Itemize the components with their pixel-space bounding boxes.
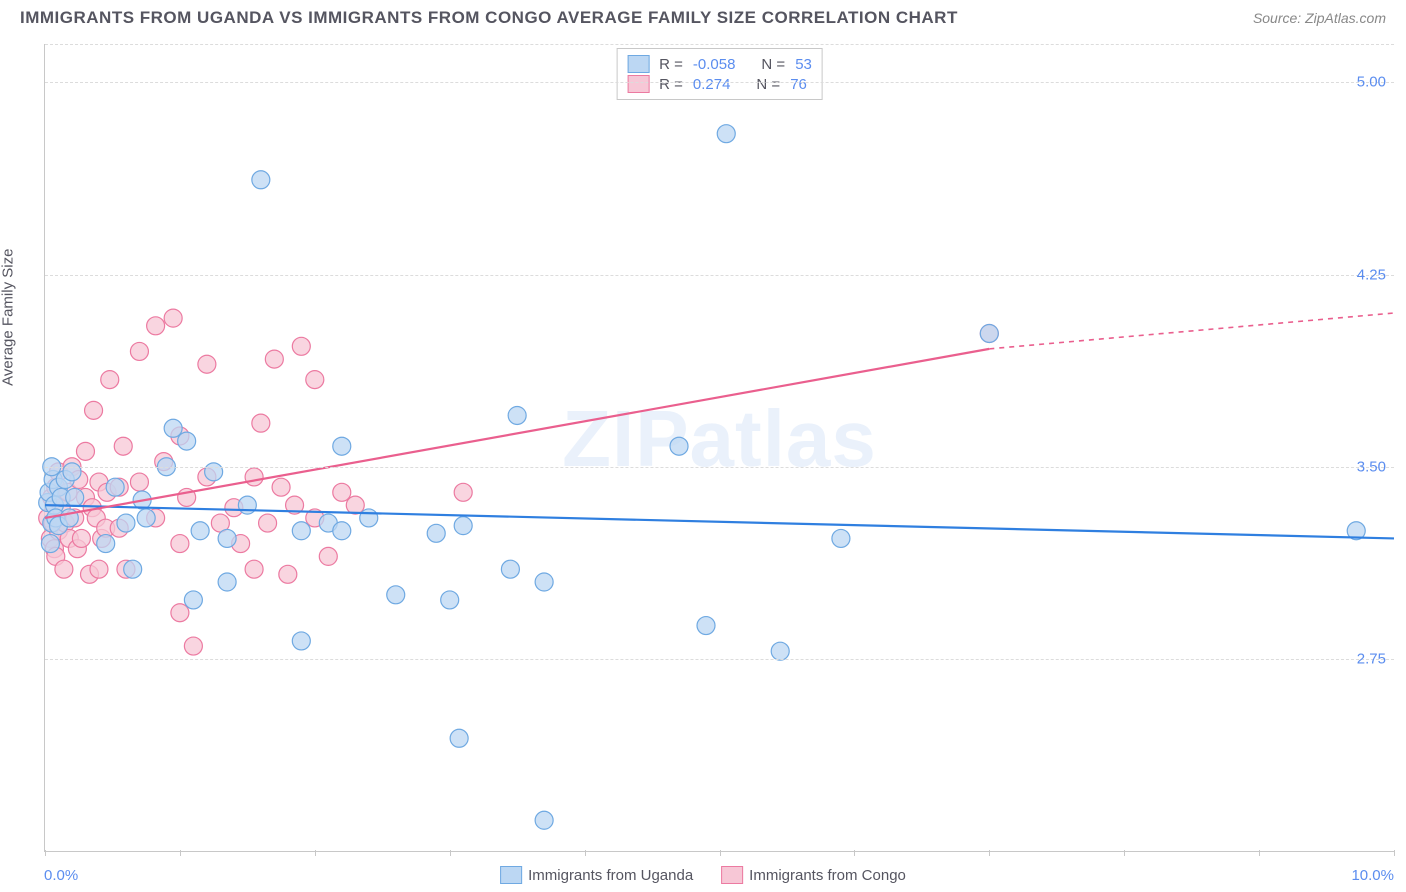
r-value-uganda: -0.058 xyxy=(693,56,736,73)
source-label: Source: xyxy=(1253,10,1301,26)
chart-header: IMMIGRANTS FROM UGANDA VS IMMIGRANTS FRO… xyxy=(0,0,1406,32)
series-name-uganda: Immigrants from Uganda xyxy=(528,867,693,884)
x-axis-max: 10.0% xyxy=(1351,867,1394,884)
swatch-congo xyxy=(721,866,743,884)
x-axis-min: 0.0% xyxy=(44,867,78,884)
swatch-congo xyxy=(627,75,649,93)
chart-title: IMMIGRANTS FROM UGANDA VS IMMIGRANTS FRO… xyxy=(20,8,958,28)
series-name-congo: Immigrants from Congo xyxy=(749,867,906,884)
scatter-plot-svg xyxy=(45,44,1394,851)
chart-plot-area: ZIPatlas R = -0.058 N = 53 R = 0.274 N =… xyxy=(44,44,1394,852)
legend-item-uganda: Immigrants from Uganda xyxy=(500,866,693,884)
source-attribution: Source: ZipAtlas.com xyxy=(1253,10,1386,26)
swatch-uganda xyxy=(627,55,649,73)
y-axis-label: Average Family Size xyxy=(0,249,17,386)
correlation-legend: R = -0.058 N = 53 R = 0.274 N = 76 xyxy=(616,48,823,100)
n-value-congo: 76 xyxy=(790,76,807,93)
n-label: N = xyxy=(756,76,780,93)
swatch-uganda xyxy=(500,866,522,884)
n-value-uganda: 53 xyxy=(795,56,812,73)
series-legend: Immigrants from Uganda Immigrants from C… xyxy=(500,866,906,884)
r-label: R = xyxy=(659,56,683,73)
legend-row-congo: R = 0.274 N = 76 xyxy=(627,74,812,94)
r-value-congo: 0.274 xyxy=(693,76,731,93)
n-label: N = xyxy=(761,56,785,73)
r-label: R = xyxy=(659,76,683,93)
legend-row-uganda: R = -0.058 N = 53 xyxy=(627,54,812,74)
legend-item-congo: Immigrants from Congo xyxy=(721,866,906,884)
source-name: ZipAtlas.com xyxy=(1305,10,1386,26)
